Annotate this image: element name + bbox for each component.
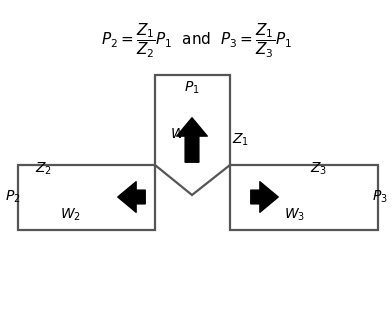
Text: $Z_3$: $Z_3$ [310,161,327,178]
Text: $Z_2$: $Z_2$ [35,161,52,178]
Text: $Z_1$: $Z_1$ [232,132,249,148]
Text: $P_2 = \dfrac{Z_1}{Z_2}P_1$  and  $P_3 = \dfrac{Z_1}{Z_3}P_1$: $P_2 = \dfrac{Z_1}{Z_2}P_1$ and $P_3 = \… [100,22,292,60]
Polygon shape [18,75,378,230]
Text: $W_1$: $W_1$ [170,127,191,143]
Text: $W_3$: $W_3$ [284,207,305,223]
Text: $W_2$: $W_2$ [60,207,81,223]
Text: $P_3$: $P_3$ [372,189,388,205]
Text: $P_2$: $P_2$ [5,189,21,205]
Text: $P_1$: $P_1$ [184,80,200,96]
